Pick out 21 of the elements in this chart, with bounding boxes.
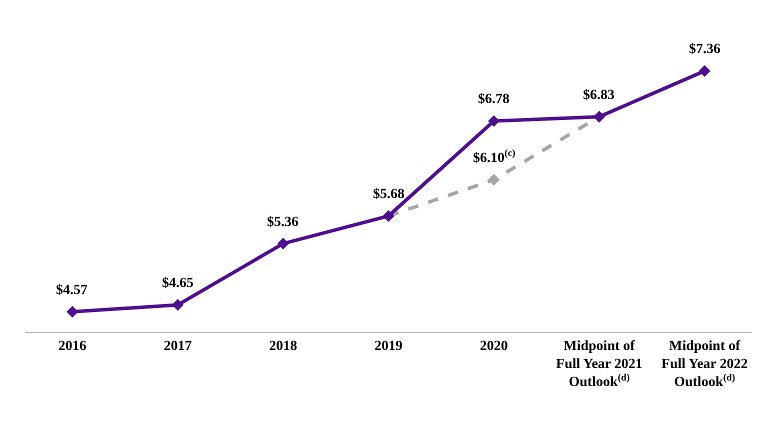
data-label: $7.36: [689, 42, 720, 57]
data-label: $5.68: [373, 187, 404, 202]
point: [172, 299, 184, 311]
x-tick-label: 2020: [480, 338, 508, 354]
point: [698, 65, 710, 77]
x-tick-label: 2019: [374, 338, 402, 354]
x-tick-label: 2016: [58, 338, 86, 354]
data-label: $6.78: [478, 92, 510, 107]
data-label: $4.65: [162, 276, 194, 291]
x-tick-label: Midpoint of Full Year 2021 Outlook$^{(d)}$: [556, 338, 642, 390]
data-label: $5.36: [267, 215, 298, 230]
data-label: $4.57: [56, 283, 88, 298]
point: [488, 174, 500, 186]
x-tick-label: 2018: [269, 338, 298, 354]
point: [66, 306, 78, 318]
data-label: $6.83: [583, 88, 614, 103]
x-tick-label: 2017: [164, 338, 192, 354]
point: [277, 238, 289, 250]
point: [488, 115, 500, 127]
x-tick-label: Midpoint of Full Year 2022 Outlook$^{(d)}$: [661, 338, 748, 390]
data-label: $6.10$^{(c)}$: [473, 148, 516, 166]
